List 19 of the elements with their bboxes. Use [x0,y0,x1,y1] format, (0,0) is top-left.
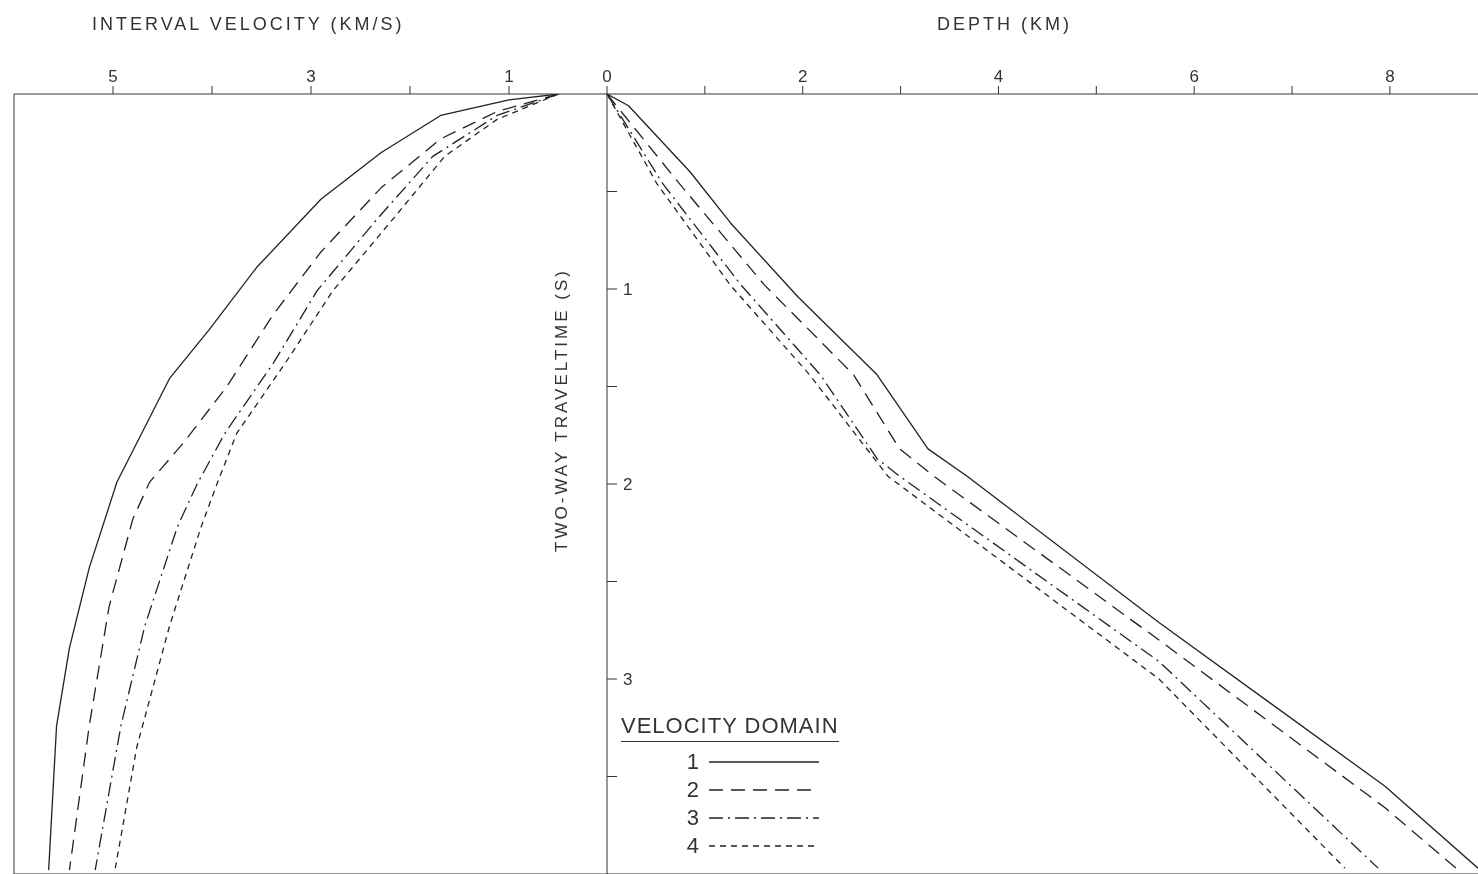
legend-label: 3 [685,805,699,831]
x-axis-title: INTERVAL VELOCITY (KM/S) [92,14,405,35]
legend-label: 2 [685,777,699,803]
legend-label: 4 [685,833,699,859]
x-tick-label: 5 [108,67,118,86]
legend-label: 1 [685,749,699,775]
y-tick-label: 1 [623,280,633,300]
legend-title: VELOCITY DOMAIN [621,713,839,742]
x-tick-label: 4 [993,67,1004,86]
y-axis-title: TWO-WAY TRAVELTIME (S) [552,268,572,552]
x-tick-label: 6 [1189,67,1199,86]
x-axis-title: DEPTH (KM) [937,14,1072,35]
x-tick-label: 2 [798,67,808,86]
x-tick-label: 1 [504,67,514,86]
y-tick-label: 3 [623,670,633,690]
x-tick-label: 3 [306,67,316,86]
y-tick-label: 2 [623,475,633,495]
x-tick-label: 0 [602,67,612,86]
x-tick-label: 8 [1385,67,1395,86]
